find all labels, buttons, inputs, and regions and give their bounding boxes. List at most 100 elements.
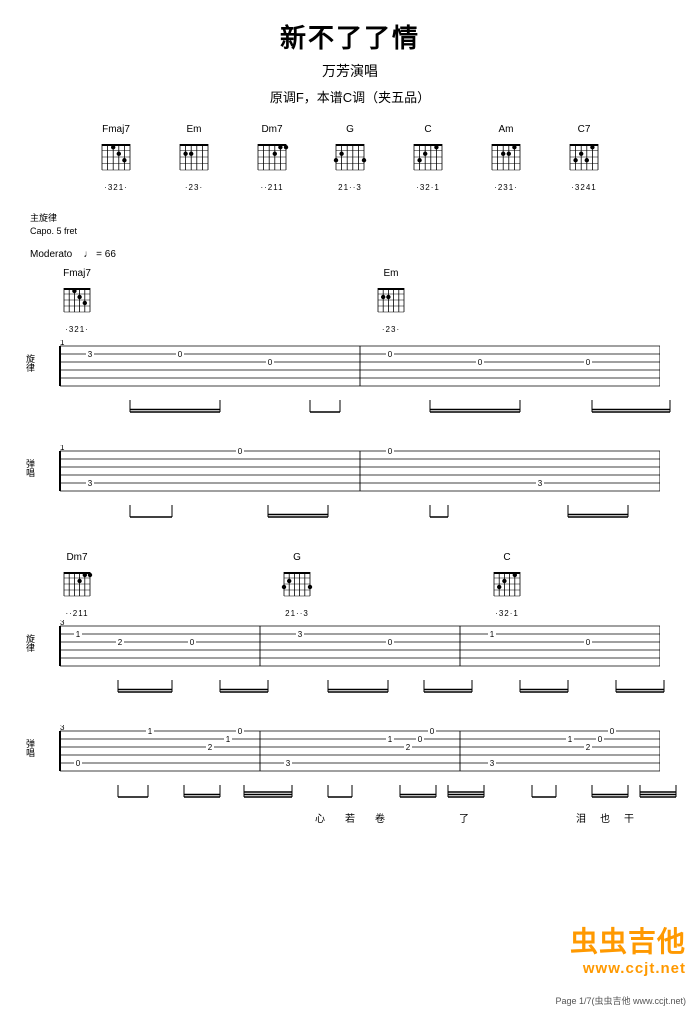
svg-text:2: 2 <box>118 638 123 647</box>
chord-fingering: ·231· <box>494 183 518 192</box>
tempo-label: Moderato <box>30 249 72 260</box>
tempo: Moderato ♩ = 66 <box>30 249 700 260</box>
tempo-note: ♩ <box>83 249 93 260</box>
chord-fingering: ··211 <box>260 183 283 192</box>
chord-diagram: Dm7 ··211 <box>254 124 290 192</box>
lyric: 卷 <box>375 810 385 825</box>
chord-diagram: C ·32·1 <box>410 124 446 192</box>
svg-text:1: 1 <box>568 735 573 744</box>
system: Dm7 ··211 G 21··3 C ·32·1 旋律 31203010 弹唱… <box>0 552 700 840</box>
stem-row <box>60 678 700 705</box>
svg-text:0: 0 <box>178 350 183 359</box>
svg-text:2: 2 <box>586 743 591 752</box>
chord-name: Em <box>187 124 202 135</box>
svg-text:1: 1 <box>490 630 495 639</box>
chord-name: Am <box>499 124 514 135</box>
svg-text:0: 0 <box>586 358 591 367</box>
svg-text:0: 0 <box>238 447 243 456</box>
chord-diagram: Em ·23· <box>176 124 212 192</box>
chord-fingering: 21··3 <box>338 183 362 192</box>
chord-reference-row: Fmaj7 ·321· Em ·23· Dm7 ··211 G 21··3 C ·32·… <box>0 124 700 192</box>
svg-text:0: 0 <box>268 358 273 367</box>
chord-diagram: Fmaj7 ·321· <box>98 124 134 192</box>
chord-fingering: ·32·1 <box>416 183 440 192</box>
chord-fingering: 21··3 <box>285 609 309 618</box>
svg-text:2: 2 <box>406 743 411 752</box>
chord-fingering: ·32·1 <box>495 609 519 618</box>
chord-name: Em <box>384 268 399 279</box>
chord-name: C <box>424 124 431 135</box>
svg-text:1: 1 <box>226 735 231 744</box>
part-label: 弹唱 <box>24 459 37 477</box>
tab-staff: 弹唱 1 3 0 0 3 <box>20 445 700 501</box>
part-label: 弹唱 <box>24 739 37 757</box>
svg-text:1: 1 <box>60 340 65 347</box>
svg-text:3: 3 <box>538 479 543 488</box>
track-name: 主旋律 <box>30 212 700 225</box>
song-title: 新不了了情 <box>0 18 700 55</box>
tab-staff: 旋律 1 3 0 0 0 0 0 <box>20 340 700 396</box>
system-chords: Dm7 ··211 G 21··3 C ·32·1 <box>60 552 700 614</box>
chord-diagram: G 21··3 <box>280 552 314 618</box>
chord-diagram: C ·32·1 <box>490 552 524 618</box>
artist: 万芳演唱 <box>0 61 700 81</box>
tab-staff: 旋律 31203010 <box>20 620 700 676</box>
lyric: 泪 <box>576 810 586 825</box>
chord-fingering: ·321· <box>65 325 89 334</box>
lyric: 心 <box>315 810 325 825</box>
chord-name: G <box>346 124 354 135</box>
svg-text:3: 3 <box>286 759 291 768</box>
svg-text:0: 0 <box>388 447 393 456</box>
chord-name: G <box>293 552 301 563</box>
svg-text:0: 0 <box>586 638 591 647</box>
svg-text:1: 1 <box>148 727 153 736</box>
lyric: 干 <box>624 810 634 825</box>
chord-fingering: ··211 <box>65 609 88 618</box>
svg-text:0: 0 <box>388 350 393 359</box>
stem-row <box>60 398 700 425</box>
part-label: 旋律 <box>24 634 37 652</box>
tab-staff: 弹唱 3012103120031200 <box>20 725 700 781</box>
chord-diagram: G 21··3 <box>332 124 368 192</box>
chord-diagram: Dm7 ··211 <box>60 552 94 618</box>
tempo-bpm: = 66 <box>96 249 116 260</box>
lyric: 若 <box>345 810 355 825</box>
svg-text:3: 3 <box>298 630 303 639</box>
chord-fingering: ·23· <box>382 325 400 334</box>
stem-row <box>60 503 700 530</box>
chord-name: Dm7 <box>66 552 87 563</box>
system: Fmaj7 ·321· Em ·23· 旋律 1 3 0 0 0 0 0 弹唱 1 3 0 0 3 <box>0 268 700 544</box>
svg-text:3: 3 <box>60 620 65 627</box>
svg-text:0: 0 <box>190 638 195 647</box>
capo-info: Capo. 5 fret <box>30 225 700 238</box>
svg-text:1: 1 <box>388 735 393 744</box>
chord-fingering: ·3241 <box>571 183 596 192</box>
chord-diagram: C7 ·3241 <box>566 124 602 192</box>
chord-diagram: Fmaj7 ·321· <box>60 268 94 334</box>
music-systems: Fmaj7 ·321· Em ·23· 旋律 1300000 弹唱 13003 … <box>0 268 700 840</box>
svg-text:0: 0 <box>238 727 243 736</box>
svg-text:3: 3 <box>88 479 93 488</box>
watermark: 虫虫吉他 www.ccjt.net <box>570 920 686 977</box>
part-label: 旋律 <box>24 354 37 372</box>
svg-text:0: 0 <box>478 358 483 367</box>
chord-name: C <box>503 552 510 563</box>
chord-name: C7 <box>578 124 591 135</box>
svg-text:1: 1 <box>60 445 65 452</box>
svg-text:0: 0 <box>418 735 423 744</box>
chord-diagram: Am ·231· <box>488 124 524 192</box>
chord-name: Fmaj7 <box>63 268 91 279</box>
system-chords: Fmaj7 ·321· Em ·23· <box>60 268 700 334</box>
chord-name: Fmaj7 <box>102 124 130 135</box>
svg-text:0: 0 <box>610 727 615 736</box>
meta-block: 主旋律 Capo. 5 fret <box>30 212 700 237</box>
stem-row <box>60 783 700 810</box>
chord-diagram: Em ·23· <box>374 268 408 334</box>
svg-text:1: 1 <box>76 630 81 639</box>
lyric: 了 <box>459 810 469 825</box>
svg-text:3: 3 <box>88 350 93 359</box>
chord-name: Dm7 <box>261 124 282 135</box>
chord-fingering: ·23· <box>185 183 203 192</box>
svg-text:0: 0 <box>76 759 81 768</box>
lyrics-row: 心若卷了泪也干 <box>20 810 700 826</box>
